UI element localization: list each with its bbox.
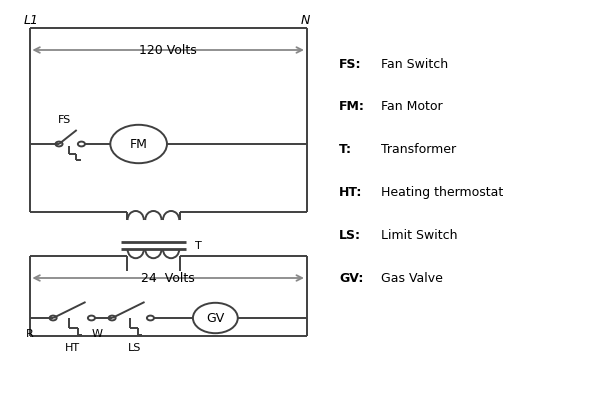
Text: R: R — [25, 329, 34, 339]
Text: LS: LS — [127, 343, 141, 353]
Text: LS:: LS: — [339, 229, 361, 242]
Text: GV:: GV: — [339, 272, 363, 284]
Text: HT:: HT: — [339, 186, 363, 199]
Text: GV: GV — [206, 312, 224, 324]
Text: FM: FM — [130, 138, 148, 150]
Text: HT: HT — [65, 343, 80, 353]
Text: Gas Valve: Gas Valve — [381, 272, 442, 284]
Text: L1: L1 — [24, 14, 38, 26]
Text: 120 Volts: 120 Volts — [139, 44, 197, 56]
Text: T:: T: — [339, 143, 352, 156]
Text: T: T — [195, 241, 201, 250]
Text: 24  Volts: 24 Volts — [141, 272, 195, 284]
Text: Heating thermostat: Heating thermostat — [381, 186, 503, 199]
Text: Transformer: Transformer — [381, 143, 455, 156]
Text: Limit Switch: Limit Switch — [381, 229, 457, 242]
Text: W: W — [92, 329, 103, 339]
Text: FS: FS — [58, 115, 71, 125]
Text: FS:: FS: — [339, 58, 362, 70]
Text: FM:: FM: — [339, 100, 365, 113]
Text: N: N — [301, 14, 310, 26]
Text: Fan Switch: Fan Switch — [381, 58, 448, 70]
Text: Fan Motor: Fan Motor — [381, 100, 442, 113]
